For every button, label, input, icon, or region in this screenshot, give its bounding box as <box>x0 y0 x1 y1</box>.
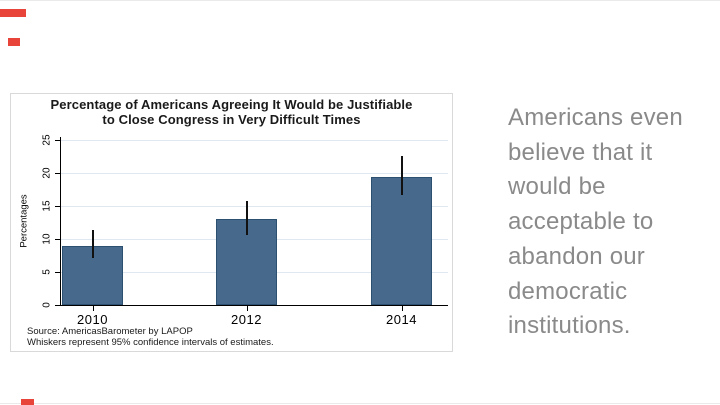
accent-dash-bottom <box>21 399 34 405</box>
chart-title-line-1: Percentage of Americans Agreeing It Woul… <box>50 97 413 112</box>
slide-top-edge <box>0 0 720 1</box>
accent-dash-top-2 <box>8 38 20 46</box>
chart-whisker-note: Whiskers represent 95% confidence interv… <box>27 337 274 348</box>
quote-line: believe that it <box>508 138 653 166</box>
chart-title: Percentage of Americans Agreeing It Woul… <box>11 97 452 127</box>
quote-line: abandon our <box>508 242 645 270</box>
quote-line: institutions. <box>508 312 631 340</box>
accent-dash-top-1 <box>0 9 26 17</box>
chart-source-note: Source: AmericasBarometer by LAPOP <box>27 326 193 337</box>
chart-title-line-2: to Close Congress in Very Difficult Time… <box>102 111 361 127</box>
quote-line: Americans even <box>508 104 683 131</box>
quote-line: would be <box>508 173 606 201</box>
slide-bottom-edge <box>0 403 720 404</box>
quote-line: democratic <box>508 277 628 305</box>
quote-text-block[interactable]: Americans even believe that it would be … <box>508 101 693 344</box>
quote-line: acceptable to <box>508 208 654 236</box>
chart-card[interactable]: Percentage of Americans Agreeing It Woul… <box>10 93 453 352</box>
